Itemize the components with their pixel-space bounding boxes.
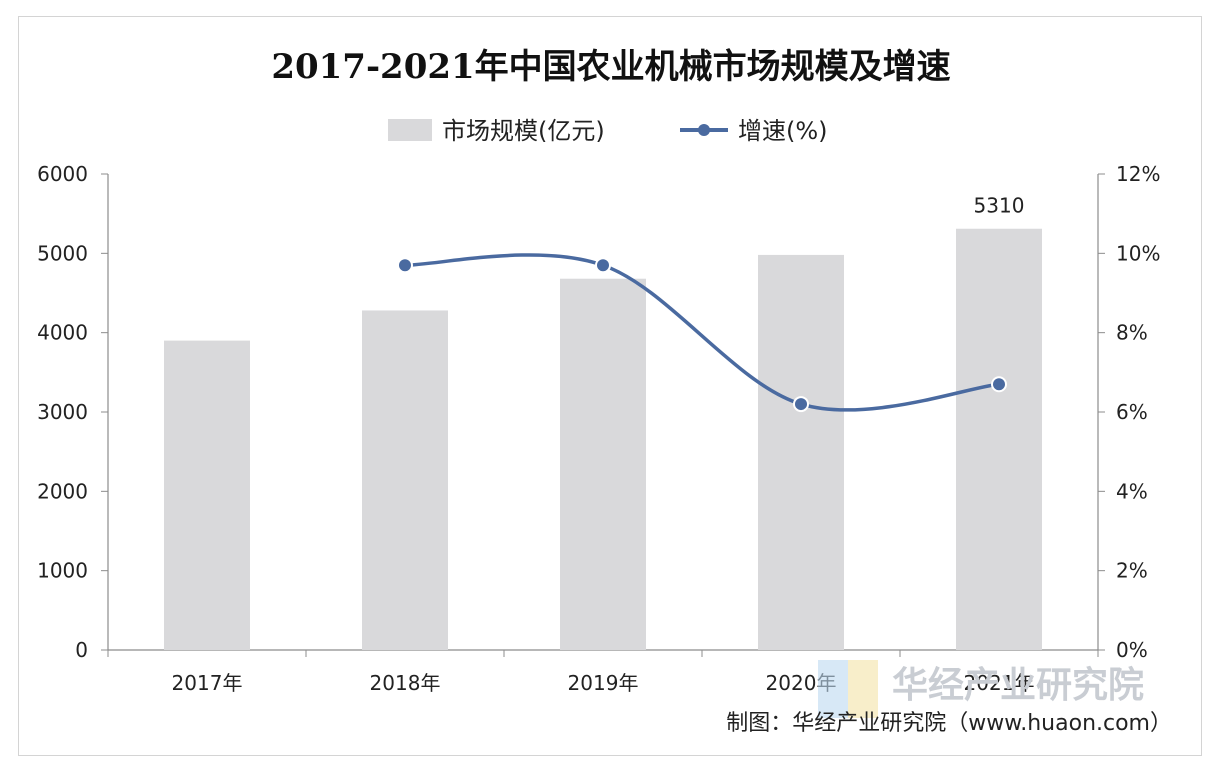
legend-bar-swatch [388,119,432,141]
left-tick-label: 6000 [37,162,88,186]
legend-label-market-size: 市场规模(亿元) [442,117,605,145]
left-tick-label: 3000 [37,400,88,424]
left-tick-label: 0 [75,638,88,662]
growth-point [793,396,809,413]
data-label: 5310 [974,194,1025,218]
right-tick-label: 10% [1116,241,1160,265]
right-tick-label: 6% [1116,400,1148,424]
x-tick-label: 2019年 [568,671,639,695]
watermark-logo-yellow [848,660,878,718]
right-tick-label: 8% [1116,321,1148,345]
bar-market-size [758,254,844,651]
growth-point [397,257,413,274]
growth-line [404,253,1000,412]
bar-market-size [956,228,1042,651]
right-tick-label: 12% [1116,162,1160,186]
right-tick-label: 4% [1116,479,1148,503]
left-tick-label: 5000 [37,241,88,265]
chart-title: 2017-2021年中国农业机械市场规模及增速 [271,47,950,87]
bar-market-size [560,278,646,650]
left-tick-label: 1000 [37,559,88,583]
source-note: 制图：华经产业研究院（www.huaon.com） [726,711,1172,736]
growth-point [595,257,611,274]
watermark-logo-blue [818,660,848,718]
watermark-text: 华经产业研究院 [892,665,1144,706]
bar-market-size [164,340,250,650]
left-tick-label: 2000 [37,479,88,503]
right-tick-label: 0% [1116,638,1148,662]
x-tick-label: 2021年 [964,671,1035,695]
legend-label-growth: 增速(%) [738,117,828,145]
x-tick-label: 2017年 [172,671,243,695]
legend-line-marker [698,124,710,136]
x-tick-label: 2018年 [370,671,441,695]
growth-point [991,376,1007,393]
left-tick-label: 4000 [37,321,88,345]
bar-market-size [362,310,448,650]
right-tick-label: 2% [1116,559,1148,583]
